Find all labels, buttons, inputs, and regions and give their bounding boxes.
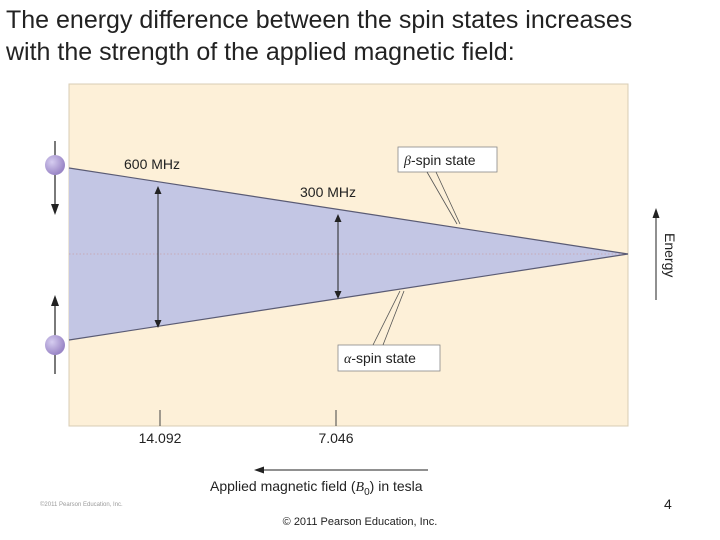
gap-arrow-600mhz (154, 186, 162, 328)
tick-label-7046: 7.046 (318, 430, 353, 446)
slide-copyright: © 2011 Pearson Education, Inc. (282, 516, 438, 528)
slide-title: The energy difference between the spin s… (6, 4, 718, 68)
figure-copyright: ©2011 Pearson Education, Inc. (40, 502, 123, 508)
alpha-spin-ball (45, 335, 65, 355)
label-300mhz: 300 MHz (300, 184, 356, 200)
title-line-2: with the strength of the applied magneti… (6, 38, 515, 66)
alpha-label-box (337, 344, 441, 372)
alpha-spin-energy-line (68, 253, 629, 341)
energy-gap-wedge (69, 168, 628, 340)
label-600mhz: 600 MHz (124, 156, 180, 172)
beta-spin-energy-line (68, 167, 629, 255)
gap-arrow-300mhz (334, 214, 342, 299)
beta-callout-lines (426, 171, 461, 225)
alpha-spin-arrow-up (51, 295, 59, 374)
energy-axis-arrow (652, 208, 660, 300)
beta-spin-ball (45, 155, 65, 175)
beta-label-box (397, 146, 498, 173)
field-axis-arrow (254, 466, 428, 474)
energy-axis-label: Energy (662, 233, 678, 277)
alpha-callout-lines (372, 290, 405, 346)
slide-number: 4 (664, 496, 672, 512)
beta-spin-arrow-down (51, 141, 59, 215)
field-axis-label: Applied magnetic field (B0) in tesla (210, 478, 423, 498)
tick-label-14092: 14.092 (139, 430, 182, 446)
beta-spin-label: β-spin state (403, 152, 476, 169)
title-line-1: The energy difference between the spin s… (6, 6, 633, 34)
alpha-spin-label: α-spin state (344, 350, 416, 367)
